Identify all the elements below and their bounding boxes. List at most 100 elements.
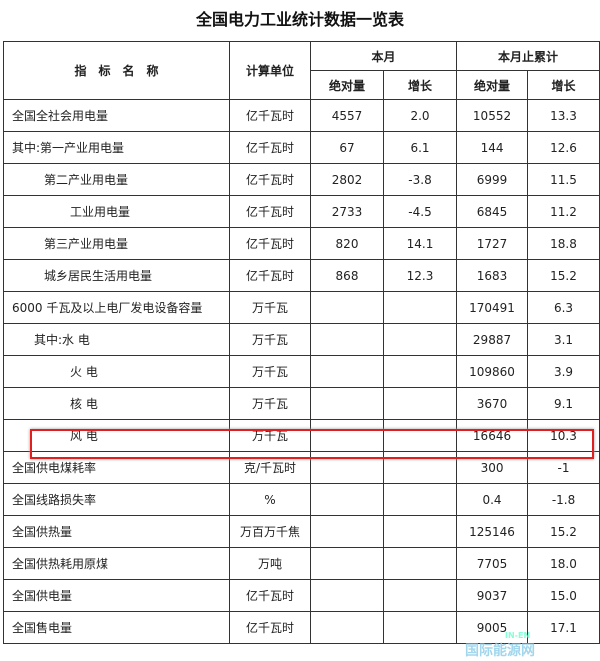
table-row: 全国供电煤耗率 克/千瓦时 300 -1 bbox=[3, 451, 600, 484]
table-row: 第三产业用电量 亿千瓦时 820 14.1 1727 18.8 bbox=[3, 227, 600, 260]
cell-month-abs bbox=[310, 579, 384, 612]
cell-unit: 亿千瓦时 bbox=[229, 579, 311, 612]
cell-cum-abs: 6999 bbox=[456, 163, 529, 196]
cell-cum-abs: 6845 bbox=[456, 195, 529, 228]
table-row: 全国售电量 亿千瓦时 9005 17.1 bbox=[3, 611, 600, 644]
cell-unit: 万千瓦 bbox=[229, 355, 311, 388]
header-cum-growth: 增长 bbox=[527, 70, 600, 100]
cell-name: 全国售电量 bbox=[3, 611, 230, 644]
cell-cum-abs: 7705 bbox=[456, 547, 529, 580]
table-row: 全国线路损失率% 0.4 -1.8 bbox=[3, 483, 600, 516]
cell-cum-growth: 11.5 bbox=[527, 163, 600, 196]
cell-unit: 万千瓦 bbox=[229, 387, 311, 420]
table-row: 第二产业用电量 亿千瓦时 2802 -3.8 6999 11.5 bbox=[3, 163, 600, 196]
cell-month-abs bbox=[310, 483, 384, 516]
cell-month-growth: 2.0 bbox=[382, 99, 458, 132]
cell-name: 其中:第一产业用电量 bbox=[3, 131, 230, 164]
cell-month-growth bbox=[382, 483, 458, 516]
cell-name: 其中:水 电 bbox=[3, 323, 230, 356]
cell-cum-growth: 11.2 bbox=[527, 195, 600, 228]
cell-cum-growth: 15.2 bbox=[527, 259, 600, 292]
cell-name: 火 电 bbox=[3, 355, 230, 388]
cell-unit: 克/千瓦时 bbox=[229, 451, 311, 484]
cell-month-growth bbox=[382, 323, 458, 356]
cell-month-abs: 4557 bbox=[310, 99, 384, 132]
cell-cum-growth: 15.2 bbox=[527, 515, 600, 548]
cell-month-abs: 868 bbox=[310, 259, 384, 292]
cell-month-abs bbox=[310, 387, 384, 420]
table-row: 其中:水 电万千瓦 29887 3.1 bbox=[3, 323, 600, 356]
cell-month-growth: 12.3 bbox=[382, 259, 458, 292]
cell-month-abs: 2802 bbox=[310, 163, 384, 196]
cell-month-abs bbox=[310, 291, 384, 324]
table-row: 全国供电量 亿千瓦时 9037 15.0 bbox=[3, 579, 600, 612]
cell-unit: 亿千瓦时 bbox=[229, 227, 311, 260]
cell-cum-growth: 3.9 bbox=[527, 355, 600, 388]
cell-cum-growth: 13.3 bbox=[527, 99, 600, 132]
cell-month-growth bbox=[382, 515, 458, 548]
cell-name: 全国全社会用电量 bbox=[3, 99, 230, 132]
cell-cum-abs: 16646 bbox=[456, 419, 529, 452]
cell-month-abs: 820 bbox=[310, 227, 384, 260]
header-name: 指 标 名 称 bbox=[3, 41, 230, 100]
cell-name: 第三产业用电量 bbox=[3, 227, 230, 260]
cell-name: 工业用电量 bbox=[3, 195, 230, 228]
table-row: 6000 千瓦及以上电厂发电设备容量 万千瓦 170491 6.3 bbox=[3, 291, 600, 324]
cell-cum-growth: -1.8 bbox=[527, 483, 600, 516]
table-row: 火 电万千瓦 109860 3.9 bbox=[3, 355, 600, 388]
cell-month-abs: 2733 bbox=[310, 195, 384, 228]
cell-cum-growth: 18.0 bbox=[527, 547, 600, 580]
cell-unit: 万千瓦 bbox=[229, 323, 311, 356]
cell-unit: 亿千瓦时 bbox=[229, 611, 311, 644]
cell-name: 6000 千瓦及以上电厂发电设备容量 bbox=[3, 291, 230, 324]
table-row: 城乡居民生活用电量 亿千瓦时 868 12.3 1683 15.2 bbox=[3, 259, 600, 292]
cell-cum-abs: 9005 bbox=[456, 611, 529, 644]
cell-month-growth bbox=[382, 419, 458, 452]
cell-cum-abs: 29887 bbox=[456, 323, 529, 356]
cell-cum-abs: 144 bbox=[456, 131, 529, 164]
cell-cum-abs: 3670 bbox=[456, 387, 529, 420]
cell-cum-abs: 109860 bbox=[456, 355, 529, 388]
table-row: 全国供热量 万百万千焦 125146 15.2 bbox=[3, 515, 600, 548]
cell-cum-growth: 10.3 bbox=[527, 419, 600, 452]
header-month: 本月 bbox=[309, 41, 458, 71]
cell-cum-growth: 3.1 bbox=[527, 323, 600, 356]
header-unit: 计算单位 bbox=[229, 41, 311, 100]
cell-name: 核 电 bbox=[3, 387, 230, 420]
cell-cum-abs: 1727 bbox=[456, 227, 529, 260]
cell-month-abs bbox=[310, 451, 384, 484]
table-row: 工业用电量 亿千瓦时 2733 -4.5 6845 11.2 bbox=[3, 195, 600, 228]
cell-cum-abs: 10552 bbox=[456, 99, 529, 132]
header-cumulative: 本月止累计 bbox=[456, 41, 600, 71]
cell-unit: % bbox=[229, 483, 311, 516]
cell-month-abs bbox=[310, 515, 384, 548]
header-month-growth: 增长 bbox=[382, 70, 458, 100]
cell-month-growth bbox=[382, 291, 458, 324]
cell-unit: 万千瓦 bbox=[229, 291, 311, 324]
cell-month-abs bbox=[310, 611, 384, 644]
cell-month-growth bbox=[382, 547, 458, 580]
cell-cum-abs: 9037 bbox=[456, 579, 529, 612]
cell-cum-growth: 15.0 bbox=[527, 579, 600, 612]
cell-month-abs bbox=[310, 323, 384, 356]
cell-unit: 万百万千焦 bbox=[229, 515, 311, 548]
table-row: 核 电万千瓦 3670 9.1 bbox=[3, 387, 600, 420]
cell-month-growth bbox=[382, 355, 458, 388]
cell-month-abs bbox=[310, 355, 384, 388]
table-row: 全国供热耗用原煤 万吨 7705 18.0 bbox=[3, 547, 600, 580]
table-row: 全国全社会用电量 亿千瓦时 4557 2.0 10552 13.3 bbox=[3, 99, 600, 132]
cell-unit: 亿千瓦时 bbox=[229, 99, 311, 132]
statistics-table: 指 标 名 称 计算单位 本月 本月止累计 绝对量 增长 绝对量 增长 全国全社… bbox=[3, 41, 600, 644]
cell-unit: 万千瓦 bbox=[229, 419, 311, 452]
cell-month-growth bbox=[382, 451, 458, 484]
cell-cum-growth: 9.1 bbox=[527, 387, 600, 420]
cell-unit: 万吨 bbox=[229, 547, 311, 580]
cell-month-abs bbox=[310, 547, 384, 580]
cell-month-growth bbox=[382, 387, 458, 420]
cell-month-growth: 6.1 bbox=[382, 131, 458, 164]
cell-month-abs bbox=[310, 419, 384, 452]
cell-name: 全国线路损失率 bbox=[3, 483, 230, 516]
table-row: 风 电万千瓦 16646 10.3 bbox=[3, 419, 600, 452]
page-title: 全国电力工业统计数据一览表 bbox=[195, 10, 404, 29]
cell-cum-abs: 0.4 bbox=[456, 483, 529, 516]
